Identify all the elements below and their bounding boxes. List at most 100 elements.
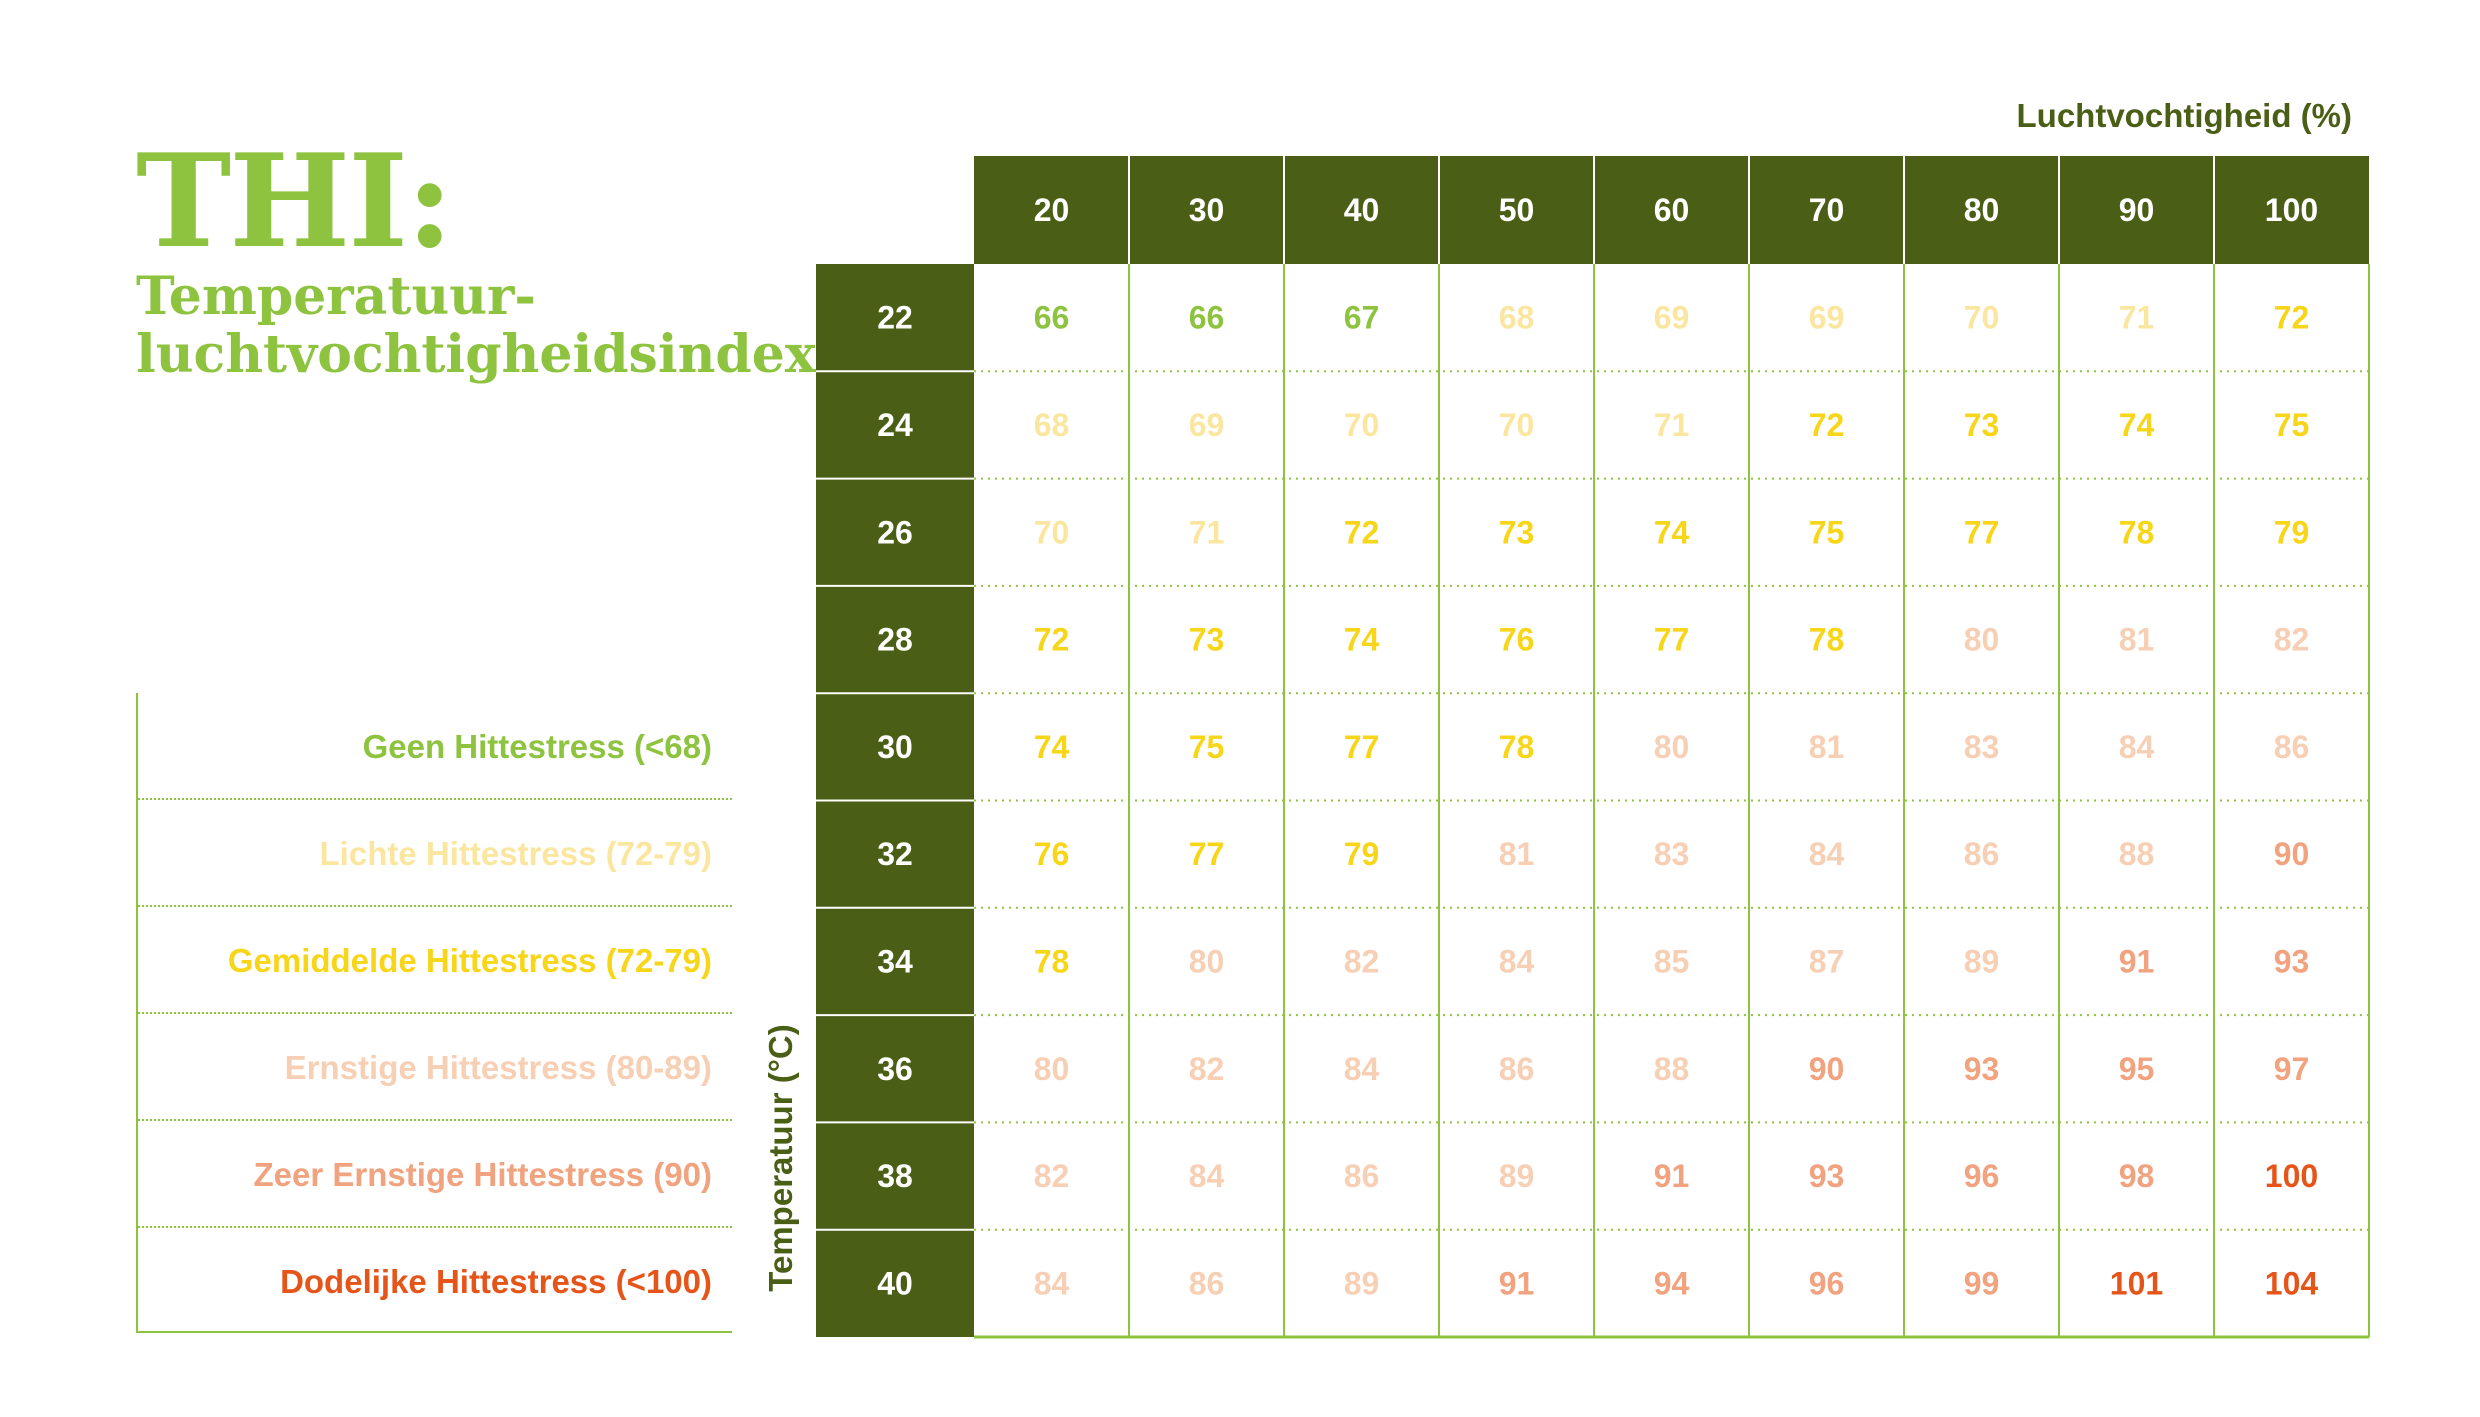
- heatmap-cell-value: 100: [2265, 1158, 2318, 1194]
- row-header-label: 34: [877, 943, 913, 979]
- legend-item: Lichte Hittestress (72-79): [138, 800, 732, 907]
- column-header-label: 60: [1654, 192, 1690, 228]
- heatmap-cell-value: 104: [2265, 1265, 2319, 1301]
- heatmap-cell-value: 86: [1344, 1158, 1380, 1194]
- row-header-label: 26: [877, 514, 913, 550]
- heatmap-cell-value: 83: [1964, 729, 2000, 765]
- heatmap-cell-value: 80: [1964, 622, 2000, 658]
- heatmap-cell-value: 87: [1809, 943, 1845, 979]
- legend: Geen Hittestress (<68) Lichte Hittestress…: [136, 693, 732, 1333]
- heatmap-cell-value: 68: [1034, 407, 1070, 443]
- heatmap-cell-value: 79: [1344, 836, 1380, 872]
- heatmap-cell-value: 81: [1499, 836, 1535, 872]
- heatmap-cell-value: 93: [2274, 943, 2310, 979]
- heatmap-cell-value: 74: [1344, 622, 1380, 658]
- heatmap-cell-value: 84: [1809, 836, 1845, 872]
- heatmap-cell-value: 83: [1654, 836, 1690, 872]
- heatmap-cell-value: 75: [1809, 514, 1845, 550]
- column-header-label: 20: [1034, 192, 1070, 228]
- heatmap-cell-value: 89: [1499, 1158, 1535, 1194]
- heatmap-cell-value: 66: [1189, 300, 1225, 336]
- heatmap-cell-value: 69: [1654, 300, 1690, 336]
- row-header-label: 22: [877, 300, 913, 336]
- heatmap-cell-value: 70: [1034, 514, 1070, 550]
- heatmap-cell-value: 74: [1034, 729, 1070, 765]
- heatmap-cell-value: 72: [2274, 300, 2310, 336]
- heatmap-cell-value: 89: [1344, 1265, 1380, 1301]
- heatmap-cell-value: 84: [1499, 943, 1535, 979]
- heatmap-cell-value: 86: [1499, 1051, 1535, 1087]
- heatmap-cell-value: 80: [1189, 943, 1225, 979]
- heatmap-cell-value: 82: [1189, 1051, 1225, 1087]
- heatmap-cell-value: 84: [2119, 729, 2155, 765]
- legend-item: Ernstige Hittestress (80-89): [138, 1014, 732, 1121]
- heatmap-cell-value: 72: [1034, 622, 1070, 658]
- heatmap-cell-value: 86: [2274, 729, 2310, 765]
- heatmap-cell-value: 77: [1189, 836, 1225, 872]
- heatmap-cell-value: 68: [1499, 300, 1535, 336]
- heatmap-cell-value: 88: [2119, 836, 2155, 872]
- column-header-label: 80: [1964, 192, 2000, 228]
- heatmap-cell-value: 70: [1499, 407, 1535, 443]
- heatmap-cell-value: 99: [1964, 1265, 2000, 1301]
- heatmap-cell-value: 69: [1189, 407, 1225, 443]
- heatmap-cell-value: 95: [2119, 1051, 2155, 1087]
- heatmap-cell-value: 101: [2110, 1265, 2163, 1301]
- heatmap-cell-value: 76: [1499, 622, 1535, 658]
- heatmap-cell-value: 72: [1809, 407, 1845, 443]
- heatmap-cell-value: 72: [1344, 514, 1380, 550]
- heatmap-cell-value: 73: [1964, 407, 2000, 443]
- heatmap-cell-value: 86: [1189, 1265, 1225, 1301]
- column-header-label: 90: [2119, 192, 2155, 228]
- heatmap-cell-value: 71: [1654, 407, 1690, 443]
- heatmap-cell-value: 91: [2119, 943, 2155, 979]
- heatmap-cell-value: 74: [2119, 407, 2155, 443]
- row-header-label: 40: [877, 1265, 913, 1301]
- heatmap-cell-value: 82: [1034, 1158, 1070, 1194]
- column-header-label: 30: [1189, 192, 1225, 228]
- heatmap-cell-value: 96: [1964, 1158, 2000, 1194]
- heatmap-cell-value: 77: [1344, 729, 1380, 765]
- column-header-label: 100: [2265, 192, 2318, 228]
- heatmap-cell-value: 88: [1654, 1051, 1690, 1087]
- heatmap-cell-value: 81: [1809, 729, 1845, 765]
- heatmap-cell-value: 96: [1809, 1265, 1845, 1301]
- legend-item: Gemiddelde Hittestress (72-79): [138, 907, 732, 1014]
- heatmap-cell-value: 70: [1344, 407, 1380, 443]
- heatmap-cell-value: 90: [1809, 1051, 1845, 1087]
- legend-item: Dodelijke Hittestress (<100): [280, 1263, 712, 1300]
- heatmap-cell-value: 74: [1654, 514, 1690, 550]
- heatmap-cell-value: 85: [1654, 943, 1690, 979]
- heatmap-cell-value: 91: [1654, 1158, 1690, 1194]
- heatmap-cell-value: 73: [1189, 622, 1225, 658]
- heatmap-cell-value: 84: [1344, 1051, 1380, 1087]
- heatmap-cell-value: 69: [1809, 300, 1845, 336]
- heatmap-cell-value: 97: [2274, 1051, 2310, 1087]
- x-axis-label: Luchtvochtigheid (%): [2016, 97, 2352, 134]
- heatmap-cell-value: 84: [1034, 1265, 1070, 1301]
- column-header-band: [974, 156, 2369, 264]
- page-subtitle: Temperatuur-luchtvochtigheidsindex: [136, 266, 816, 385]
- heatmap-cell-value: 90: [2274, 836, 2310, 872]
- heatmap-cell-value: 86: [1964, 836, 2000, 872]
- heatmap-cell-value: 77: [1964, 514, 2000, 550]
- column-header-label: 70: [1809, 192, 1845, 228]
- heatmap-cell-value: 75: [2274, 407, 2310, 443]
- heatmap-cell-value: 80: [1034, 1051, 1070, 1087]
- row-header-label: 28: [877, 622, 913, 658]
- heatmap-cell-value: 98: [2119, 1158, 2155, 1194]
- row-header-label: 24: [877, 407, 913, 443]
- heatmap-cell-value: 71: [1189, 514, 1225, 550]
- heatmap-cell-value: 71: [2119, 300, 2155, 336]
- heatmap-cell-value: 78: [1499, 729, 1535, 765]
- column-header-label: 40: [1344, 192, 1380, 228]
- legend-item: Geen Hittestress (<68): [138, 693, 732, 800]
- heatmap-cell-value: 70: [1964, 300, 2000, 336]
- heatmap-cell-value: 91: [1499, 1265, 1535, 1301]
- heatmap-cell-value: 66: [1034, 300, 1070, 336]
- heatmap-cell-value: 73: [1499, 514, 1535, 550]
- heatmap-cell-value: 75: [1189, 729, 1225, 765]
- heatmap-cell-value: 94: [1654, 1265, 1690, 1301]
- row-header-label: 30: [877, 729, 913, 765]
